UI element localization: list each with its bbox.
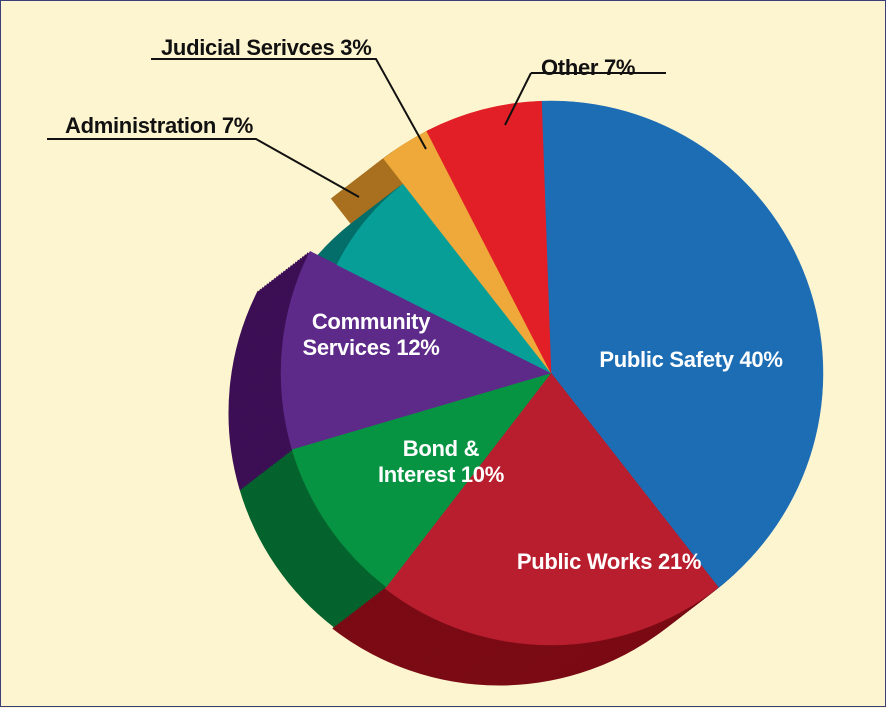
pie-slice-bond-interest xyxy=(291,372,552,588)
slice-label-judicial-serivces: Judicial Serivces 3% xyxy=(161,35,371,60)
slice-label-line: Bond & xyxy=(403,436,480,461)
slice-label-other: Other 7% xyxy=(541,55,635,80)
slice-label-public-works: Public Works 21% xyxy=(517,549,701,574)
pie-slice-community-services xyxy=(280,250,552,450)
slice-label-line: Judicial Serivces 3% xyxy=(161,35,371,60)
pie-slice-administration xyxy=(336,183,552,374)
slice-label-line: Services 12% xyxy=(302,335,439,360)
pie-slice-other xyxy=(426,100,552,374)
slice-label-bond-interest: Bond & Interest 10% xyxy=(378,436,504,487)
pie-slices-layer xyxy=(280,100,824,646)
leader-line-judicial-serivces xyxy=(151,58,427,150)
leader-line-administration xyxy=(47,138,360,198)
slice-label-line: Public Works 21% xyxy=(517,549,701,574)
slice-labels-layer: Public Safety 40% Public Works 21% Bond & I… xyxy=(65,35,783,574)
slice-label-public-safety: Public Safety 40% xyxy=(599,347,782,372)
slice-label-line: Administration 7% xyxy=(65,113,253,138)
slice-label-line: Public Safety 40% xyxy=(599,347,782,372)
slice-label-community-services: Community Services 12% xyxy=(302,309,439,360)
pie-slice-public-works xyxy=(384,372,719,646)
slice-label-line: Interest 10% xyxy=(378,462,504,487)
slice-label-administration: Administration 7% xyxy=(65,113,253,138)
slice-label-line: Community xyxy=(312,309,431,334)
leader-line-other-pointer xyxy=(504,72,532,126)
slice-label-line: Other 7% xyxy=(541,55,635,80)
leader-lines-layer xyxy=(47,58,666,198)
pie-slice-public-safety xyxy=(541,100,824,588)
